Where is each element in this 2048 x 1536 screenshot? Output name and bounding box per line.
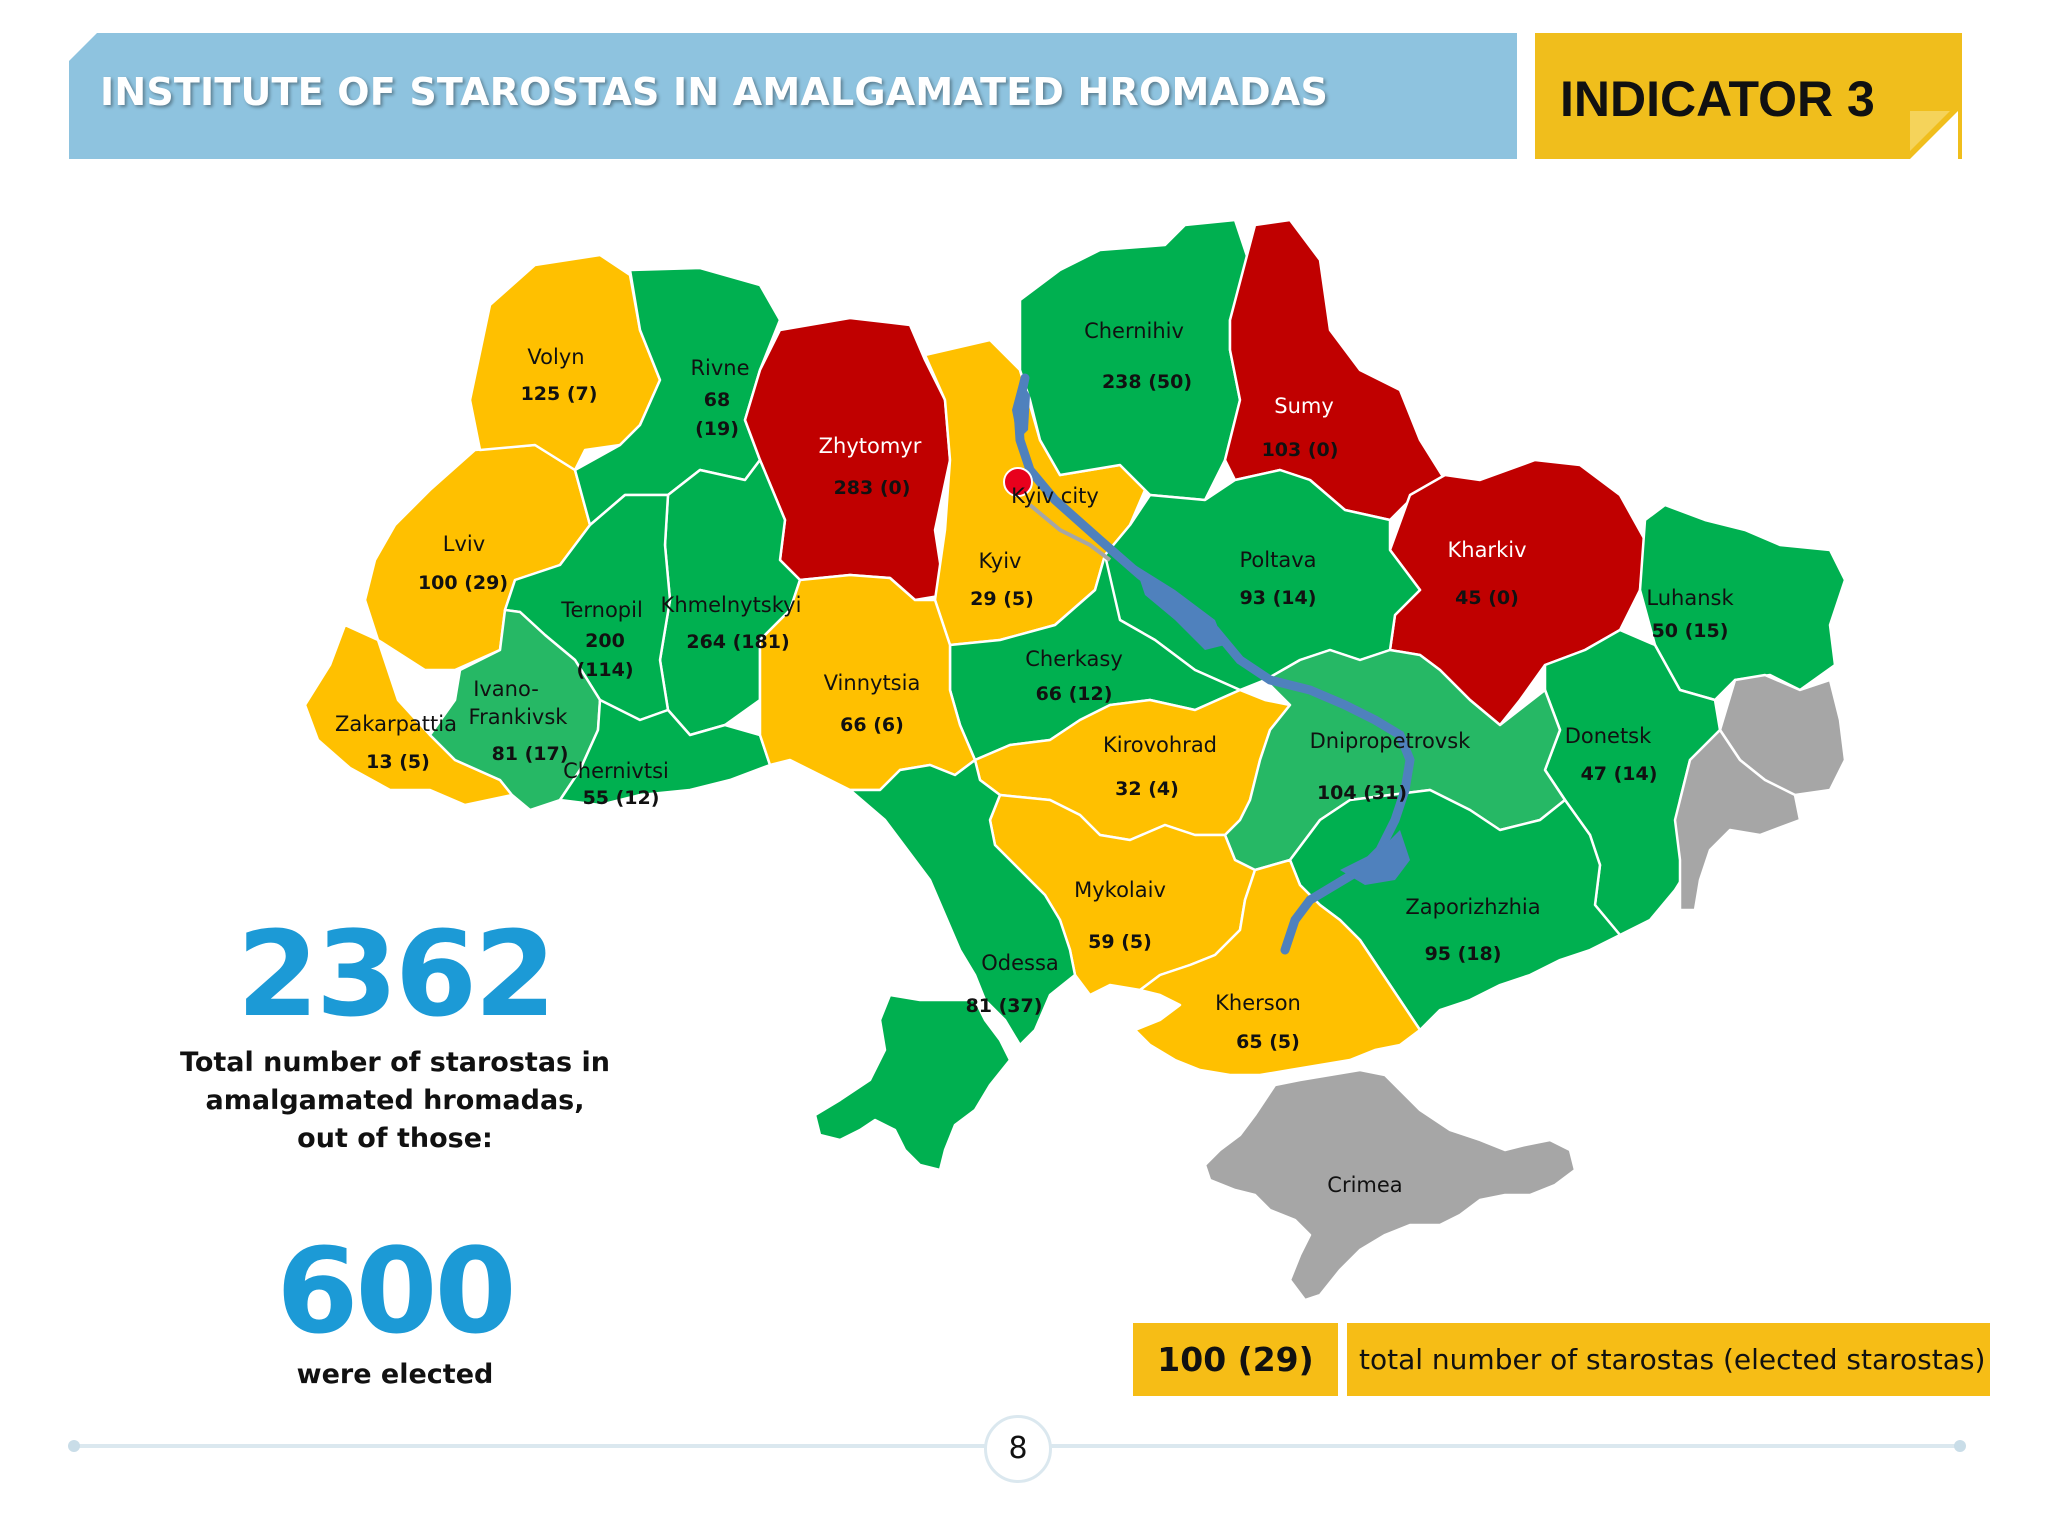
- value-chernivtsi: 55 (12): [583, 787, 660, 809]
- label-zakarpattia: Zakarpattia: [335, 712, 457, 736]
- value-kherson: 65 (5): [1236, 1031, 1300, 1053]
- value-rivne-2: (19): [695, 418, 739, 440]
- total-caption-line-1: Total number of starostas in: [180, 1047, 610, 1078]
- label-zaporizhzhia: Zaporizhzhia: [1405, 895, 1540, 919]
- value-rivne-1: 68: [704, 389, 730, 411]
- label-dnipropetrovsk: Dnipropetrovsk: [1310, 729, 1472, 753]
- header-fold-corner: [69, 33, 97, 61]
- page-number: 8: [984, 1415, 1052, 1483]
- label-ivano-frankivsk-2: Frankivsk: [469, 705, 569, 729]
- region-zakarpattia[interactable]: [303, 623, 514, 807]
- label-chernivtsi: Chernivtsi: [563, 759, 669, 783]
- region-ivano-frankivsk[interactable]: [428, 608, 602, 812]
- label-mykolaiv: Mykolaiv: [1074, 878, 1166, 902]
- value-zaporizhzhia: 95 (18): [1425, 943, 1502, 965]
- elected-starostas-value: 600: [276, 1222, 516, 1360]
- value-odessa: 81 (37): [966, 995, 1043, 1017]
- label-volyn: Volyn: [527, 345, 584, 369]
- indicator-badge: [1535, 33, 1962, 159]
- value-zhytomyr: 283 (0): [834, 477, 911, 499]
- value-khmelnytskyi: 264 (181): [686, 631, 789, 653]
- legend-example-value: 100 (29): [1133, 1323, 1338, 1396]
- label-kyiv-city: Kyiv city: [1011, 484, 1099, 508]
- total-caption-line-3: out of those:: [297, 1123, 493, 1154]
- elected-starostas-caption: were elected: [296, 1359, 494, 1390]
- river-desna: [1028, 503, 1112, 562]
- label-donetsk: Donetsk: [1565, 724, 1652, 748]
- legend-description: total number of starostas (elected staro…: [1347, 1323, 1990, 1396]
- total-caption-line-2: amalgamated hromadas,: [205, 1085, 585, 1116]
- header-banner: [69, 33, 1517, 159]
- label-kharkiv: Kharkiv: [1447, 538, 1526, 562]
- value-dnipropetrovsk: 104 (31): [1317, 782, 1407, 804]
- label-khmelnytskyi: Khmelnytskyi: [661, 593, 802, 617]
- value-ivano-frankivsk: 81 (17): [492, 743, 569, 765]
- indicator-label: INDICATOR 3: [1560, 71, 1875, 127]
- indicator-fold-flap: [1910, 111, 1950, 151]
- region-donetsk-occupied: [1673, 728, 1802, 912]
- label-rivne: Rivne: [690, 356, 749, 380]
- value-chernihiv: 238 (50): [1102, 371, 1192, 393]
- river-dnipro-reservoir: [1135, 565, 1225, 650]
- value-poltava: 93 (14): [1240, 587, 1317, 609]
- river-kyiv-reservoir: [1012, 380, 1030, 440]
- value-donetsk: 47 (14): [1581, 763, 1658, 785]
- region-odessa[interactable]: [848, 758, 1077, 1047]
- value-kharkiv: 45 (0): [1455, 587, 1519, 609]
- label-vinnytsia: Vinnytsia: [824, 671, 921, 695]
- value-ternopil-2: (114): [576, 659, 633, 681]
- value-volyn: 125 (7): [521, 383, 598, 405]
- value-kirovohrad: 32 (4): [1115, 778, 1179, 800]
- label-kherson: Kherson: [1215, 991, 1301, 1015]
- region-chernihiv[interactable]: [1018, 218, 1257, 502]
- value-mykolaiv: 59 (5): [1088, 931, 1152, 953]
- label-cherkasy: Cherkasy: [1025, 647, 1123, 671]
- footer-dot-left: [68, 1440, 80, 1452]
- label-poltava: Poltava: [1240, 548, 1317, 572]
- label-luhansk: Luhansk: [1646, 586, 1734, 610]
- label-chernihiv: Chernihiv: [1084, 319, 1184, 343]
- region-crimea[interactable]: [1203, 1068, 1577, 1302]
- label-odessa: Odessa: [981, 951, 1059, 975]
- label-lviv: Lviv: [443, 532, 485, 556]
- label-ivano-frankivsk-1: Ivano-: [473, 677, 539, 701]
- footer-dot-right: [1954, 1440, 1966, 1452]
- region-odessa-south[interactable]: [813, 993, 1012, 1172]
- total-starostas-value: 2362: [236, 905, 556, 1043]
- kyiv-city-marker[interactable]: [1003, 467, 1033, 497]
- label-kirovohrad: Kirovohrad: [1103, 733, 1217, 757]
- total-starostas-caption: Total number of starostas in amalgamated…: [180, 1044, 610, 1158]
- region-kherson[interactable]: [1133, 858, 1422, 1077]
- label-crimea: Crimea: [1327, 1173, 1402, 1197]
- value-zakarpattia: 13 (5): [366, 751, 430, 773]
- river-kakhovka-reservoir: [1340, 830, 1410, 885]
- value-ternopil-1: 200: [585, 630, 625, 652]
- value-kyiv: 29 (5): [970, 588, 1034, 610]
- value-sumy: 103 (0): [1262, 439, 1339, 461]
- page-title: INSTITUTE OF STAROSTAS IN AMALGAMATED HR…: [100, 70, 1329, 114]
- label-kyiv: Kyiv: [979, 549, 1022, 573]
- label-sumy: Sumy: [1274, 394, 1334, 418]
- value-luhansk: 50 (15): [1652, 620, 1729, 642]
- value-cherkasy: 66 (12): [1036, 683, 1113, 705]
- label-zhytomyr: Zhytomyr: [819, 434, 922, 458]
- value-vinnytsia: 66 (6): [840, 714, 904, 736]
- value-lviv: 100 (29): [418, 572, 508, 594]
- label-ternopil: Ternopil: [560, 598, 643, 622]
